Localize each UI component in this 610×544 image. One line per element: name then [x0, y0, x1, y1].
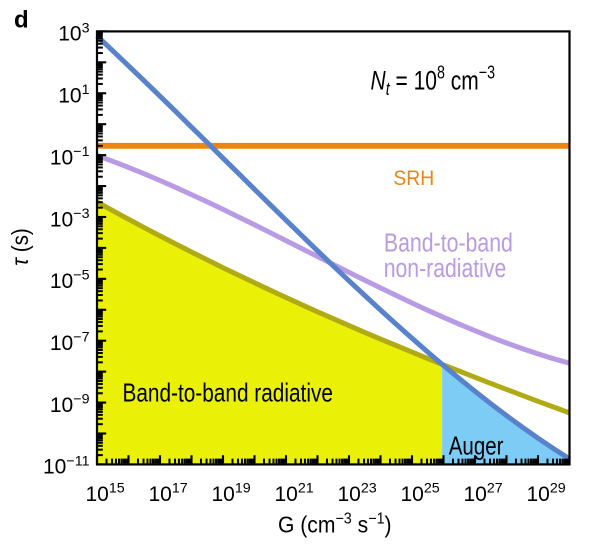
lifetime-curves: [95, 34, 571, 462]
y-tick-label-10e-3: 10−3: [50, 206, 90, 231]
text-annotations: Nt = 108 cm−3 G (cm−3 s−1) τ (s): [7, 62, 495, 538]
x-axis-title: G (cm−3 s−1): [278, 511, 392, 538]
y-tick-label-10e-5: 10−5: [50, 268, 90, 293]
axes-frame-and-ticks: [95, 30, 571, 466]
trap-density-annotation: Nt = 108 cm−3: [371, 62, 495, 99]
panel-label: d: [14, 7, 29, 34]
x-tick-label-10e23: 1023: [337, 481, 376, 506]
auger-line: [95, 34, 571, 462]
non-radiative-label-line1: Band-to-band: [384, 229, 513, 257]
y-tick-label-10e-9: 10−9: [50, 391, 90, 416]
auger-label: Auger: [449, 430, 504, 460]
plot-frame: [95, 30, 571, 466]
series-labels: d SRH Band-to-band non-radiative Band-to…: [14, 7, 513, 461]
radiative-label: Band-to-band radiative: [122, 377, 333, 407]
x-tick-label-10e29: 1029: [526, 481, 565, 506]
x-tick-label-10e15: 1015: [85, 481, 124, 506]
y-tick-label-10e1: 101: [58, 82, 89, 107]
tick-labels: 1015 1017 1019 1021 1023 1025 1027 1029 103 101 10…: [43, 20, 566, 506]
y-tick-label-10e-7: 10−7: [50, 330, 90, 355]
radiative-dominant-region: [97, 202, 443, 465]
x-tick-label-10e25: 1025: [400, 481, 439, 506]
x-tick-label-10e21: 1021: [274, 481, 313, 506]
y-tick-label-10e-1: 10−1: [50, 144, 90, 169]
non-radiative-label-line2: non-radiative: [384, 255, 507, 283]
band-to-band-radiative-line: [95, 199, 571, 416]
x-tick-label-10e27: 1027: [463, 481, 502, 506]
x-tick-label-10e17: 1017: [148, 481, 187, 506]
srh-label: SRH: [393, 166, 434, 190]
x-tick-label-10e19: 1019: [211, 481, 250, 506]
y-axis-title: τ (s): [7, 228, 33, 266]
y-tick-label-10e3: 103: [58, 20, 89, 45]
y-tick-label-10e-11: 10−11: [43, 453, 90, 478]
